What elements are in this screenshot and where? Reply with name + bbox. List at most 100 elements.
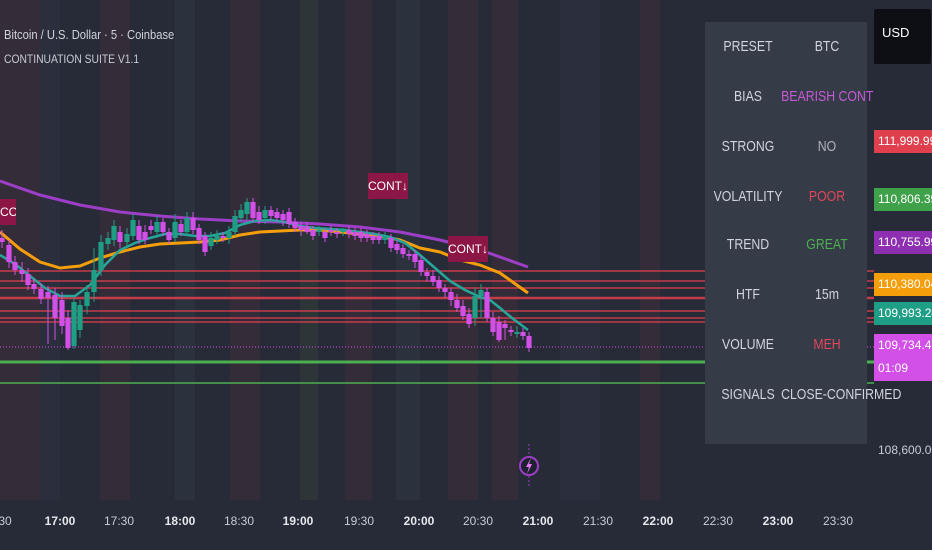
candle-body [232,216,238,232]
regime-band [40,0,60,500]
bar-countdown: 01:09 [874,357,932,381]
regime-band [175,0,195,500]
candle-body [31,284,37,289]
price-label-resistance: 111,999.99 [874,130,932,153]
candle-body [430,276,436,282]
signal-tag[interactable]: CONT↓ [448,236,488,262]
table-value: GREAT [806,236,848,253]
regime-band [560,0,600,500]
y-axis-tick: 108,600.00 [878,443,932,457]
candle-body [0,238,5,242]
candle-body [370,236,376,240]
candle-body [77,305,83,330]
candle-body [52,295,58,318]
table-key: VOLATILITY [713,188,783,205]
table-value: 15m [815,286,839,303]
candle-body [84,292,90,306]
indicator-name[interactable]: CONTINUATION SUITE V1.1 [4,52,140,66]
candle-body [160,222,166,232]
candle-body [424,272,430,276]
candle-body [460,306,466,316]
candle-body [38,289,44,299]
currency-button[interactable]: USD [874,9,931,64]
candle-body [436,280,442,288]
table-key: BIAS [733,88,763,105]
candle-body [406,254,412,256]
candle-body [502,324,508,328]
candle-body [238,210,244,218]
candle-body [274,212,280,218]
table-row-htf: HTF 15m [705,270,867,314]
bolt-icon[interactable] [518,444,540,488]
candle-body [19,270,25,274]
candle-body [6,245,12,262]
candle-body [418,260,424,272]
candle-body [376,236,382,240]
table-value: BTC [814,38,840,55]
candle-body [226,232,232,238]
regime-band [640,0,660,500]
candle-body [166,232,172,240]
candle-body [286,212,292,224]
candle-body [508,330,514,332]
regime-band [230,0,260,500]
candle-body [328,230,334,232]
x-axis-tick: 19:00 [282,514,314,528]
price-label-ema-slow: 110,755.99 [874,231,932,254]
x-axis-tick: 19:30 [343,514,375,528]
x-axis-tick: 17:00 [44,514,76,528]
candle-body [91,270,97,292]
table-key: VOLUME [722,336,774,353]
candle-body [172,222,178,238]
candle-body [442,288,448,292]
price-label-last: 109,734.48 [874,334,932,357]
table-row-bias: BIAS BEARISH CONT [705,72,873,116]
x-axis-tick: 21:30 [582,514,614,528]
candle-body [208,238,214,246]
table-row-volatility: VOLATILITY POOR [705,172,867,216]
candle-body [448,292,454,300]
candle-body [484,292,490,318]
table-row-volume: VOLUME MEH [705,320,867,364]
candle-body [244,202,250,214]
regime-band [492,0,518,500]
table-row-trend: TREND GREAT [705,220,867,264]
candle-body [280,214,286,220]
candle-body [490,318,496,332]
candle-body [358,232,364,238]
candle-body [466,314,472,324]
symbol-title: Bitcoin / U.S. Dollar · 5 · Coinbase [4,27,175,42]
table-value: BEARISH CONT [781,88,874,105]
candle-body [130,220,136,236]
candle-body [105,238,111,244]
candle-body [202,236,208,252]
status-table: PRESET BTC BIAS BEARISH CONT STRONG NO V… [705,22,901,444]
candle-body [65,318,71,348]
candle-body [316,230,322,232]
regime-band [345,0,372,500]
candle-body [250,202,256,218]
candle-body [184,218,190,232]
signal-tag[interactable]: CONT↓ [368,173,408,199]
candle-body [178,224,184,232]
x-axis-tick: 20:00 [403,514,435,528]
candle-body [346,230,352,234]
candle-body [142,232,148,240]
price-label-ema-fast: 109,993.24 [874,302,932,325]
x-axis-tick: 21:00 [522,514,554,528]
table-row-preset: PRESET BTC [705,22,867,66]
table-key: SIGNALS [721,386,775,403]
candle-body [400,248,406,254]
candle-body [292,222,298,228]
candle-body [382,236,388,240]
candle-body [45,292,51,298]
candle-body [298,226,304,230]
table-key: TREND [726,236,770,253]
table-row-strong: STRONG NO [705,122,867,166]
signal-tag[interactable]: CONT↓ [0,199,16,225]
table-row-signals: SIGNALS CLOSE-CONFIRMED [705,370,901,414]
table-key: STRONG [721,138,775,155]
x-axis-tick: 18:30 [223,514,255,528]
x-axis-tick: 18:00 [164,514,196,528]
